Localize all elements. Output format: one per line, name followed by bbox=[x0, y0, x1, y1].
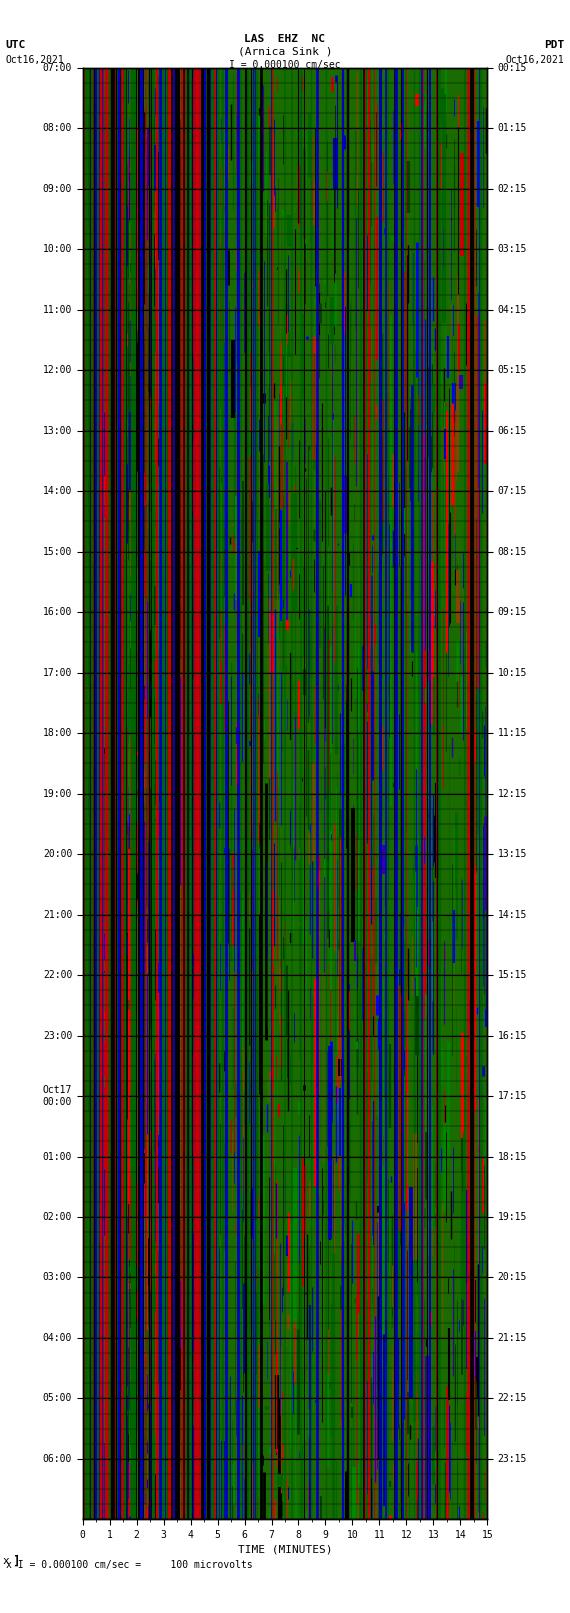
Text: I = 0.000100 cm/sec: I = 0.000100 cm/sec bbox=[229, 60, 341, 69]
Text: Oct16,2021: Oct16,2021 bbox=[6, 55, 64, 65]
Text: x I = 0.000100 cm/sec =     100 microvolts: x I = 0.000100 cm/sec = 100 microvolts bbox=[6, 1560, 253, 1569]
Text: (Arnica Sink ): (Arnica Sink ) bbox=[238, 47, 332, 56]
Text: ]: ] bbox=[13, 1555, 20, 1568]
Text: LAS  EHZ  NC: LAS EHZ NC bbox=[245, 34, 325, 44]
Text: x: x bbox=[3, 1557, 10, 1566]
Text: Oct16,2021: Oct16,2021 bbox=[506, 55, 564, 65]
Text: PDT: PDT bbox=[544, 40, 564, 50]
X-axis label: TIME (MINUTES): TIME (MINUTES) bbox=[238, 1544, 332, 1553]
Text: UTC: UTC bbox=[6, 40, 26, 50]
